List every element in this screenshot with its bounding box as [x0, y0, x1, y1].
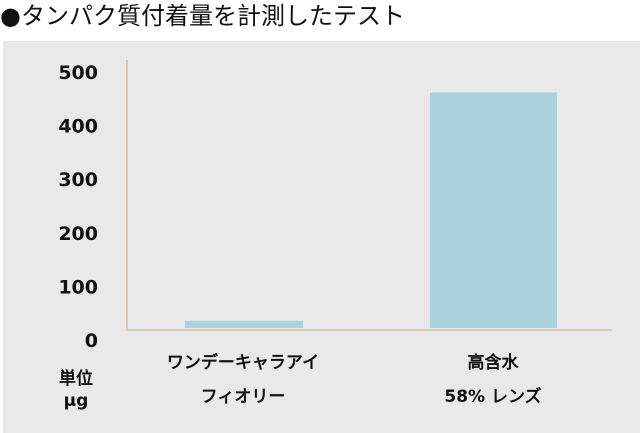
y-tick-label: 400	[58, 116, 98, 138]
category-label-line: フィオリー	[200, 387, 286, 407]
category-label-line: 高含水	[467, 353, 519, 373]
category-label-line: 58% レンズ	[444, 387, 542, 407]
chart-title: ●タンパク質付着量を計測したテスト	[0, 2, 405, 30]
y-axis-label-line: 単位	[59, 369, 93, 389]
y-axis-label: 単位 μg	[52, 368, 100, 412]
category-label-0: ワンデーキャラアイ フィオリー	[113, 346, 373, 414]
y-tick-label: 0	[85, 330, 98, 352]
category-label-line: ワンデーキャラアイ	[166, 353, 320, 373]
y-axis-unit: μg	[63, 391, 89, 411]
y-tick-label: 100	[58, 276, 98, 298]
bar-1	[430, 92, 557, 328]
y-tick-label: 300	[58, 169, 98, 191]
category-label-1: 高含水 58% レンズ	[363, 346, 623, 414]
y-tick-label: 500	[58, 62, 98, 84]
y-tick-label: 200	[58, 223, 98, 245]
bar-0	[185, 320, 303, 328]
